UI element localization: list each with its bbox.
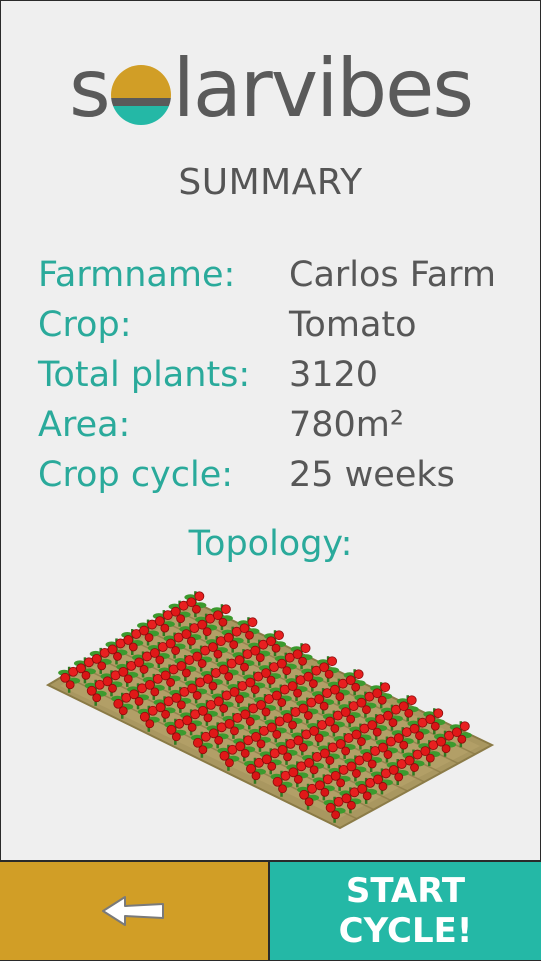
tomato-field-illustration — [45, 591, 495, 830]
solarvibes-logo: s larvibes — [0, 44, 541, 134]
logo-text-right: larvibes — [172, 42, 474, 135]
info-row-crop: Crop: Tomato — [38, 300, 496, 350]
sun-logo-icon — [110, 65, 171, 125]
info-value: Tomato — [289, 305, 417, 345]
info-row-crop-cycle: Crop cycle: 25 weeks — [38, 450, 496, 500]
info-row-area: Area: 780m² — [38, 400, 496, 450]
info-label: Crop cycle: — [38, 455, 234, 495]
back-button[interactable] — [0, 860, 270, 960]
summary-title: SUMMARY — [178, 162, 363, 203]
start-cycle-button[interactable]: START CYCLE! — [270, 860, 541, 960]
info-label: Crop: — [38, 305, 132, 345]
info-row-farmname: Farmname: Carlos Farm — [38, 250, 496, 300]
start-cycle-label: START CYCLE! — [338, 871, 473, 951]
info-label: Area: — [38, 405, 131, 445]
logo-text-left: s — [68, 42, 111, 135]
summary-info: Farmname: Carlos Farm Crop: Tomato Total… — [38, 250, 496, 500]
info-value: Carlos Farm — [289, 255, 497, 295]
info-label: Total plants: — [38, 355, 251, 395]
arrow-left-icon — [102, 896, 164, 926]
topology-title: Topology: — [188, 524, 353, 564]
info-label: Farmname: — [38, 255, 236, 295]
info-value: 25 weeks — [289, 455, 455, 495]
info-row-total-plants: Total plants: 3120 — [38, 350, 496, 400]
info-value: 3120 — [289, 355, 379, 395]
info-value: 780m² — [289, 405, 404, 445]
